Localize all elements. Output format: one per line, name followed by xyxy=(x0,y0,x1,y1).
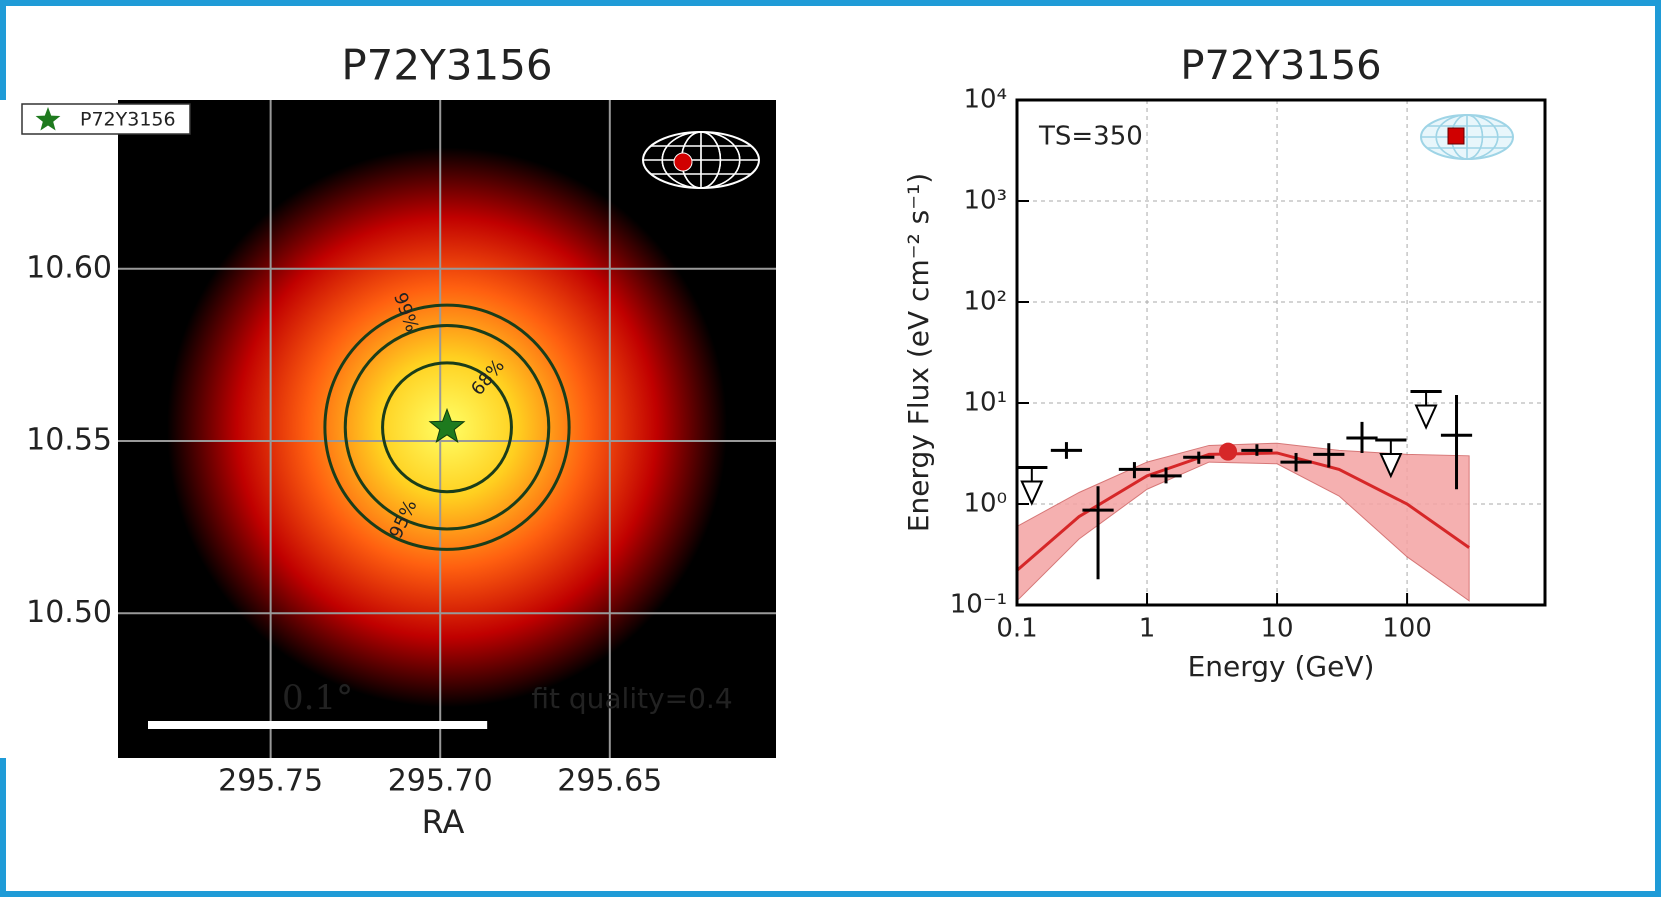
scale-bar-label: 0.1° xyxy=(282,678,353,718)
y-tick-label: 10¹ xyxy=(963,388,1007,418)
y-tick-label: 10³ xyxy=(963,186,1007,216)
globe-pos xyxy=(674,153,692,171)
legend-label: P72Y3156 xyxy=(80,109,176,131)
x-tick-label: 295.75 xyxy=(218,764,323,799)
y-tick-label: 10.60 xyxy=(26,250,112,285)
ts-annotation: TS=350 xyxy=(1038,122,1143,152)
x-axis-label: Energy (GeV) xyxy=(1188,650,1375,683)
x-tick-label: 10 xyxy=(1261,614,1294,644)
pivot-point xyxy=(1219,443,1237,461)
fit-quality: fit quality=0.4 xyxy=(531,682,732,715)
x-axis-label: RA xyxy=(422,803,465,841)
chart: P72Y3156 295.75 295.70 295.65 10.60 10.55 10.5… xyxy=(0,0,1661,897)
panel-title: P72Y3156 xyxy=(341,41,552,90)
page: {"chart_data": [ {"type": "skymap", "tit… xyxy=(0,0,1661,897)
y-axis-label: Energy Flux (eV cm⁻² s⁻¹) xyxy=(902,173,935,532)
x-tick-label: 1 xyxy=(1139,614,1156,644)
x-tick-label: 295.70 xyxy=(388,764,493,799)
y-tick-label: 10⁻¹ xyxy=(950,590,1007,620)
y-tick-label: 10² xyxy=(963,287,1007,317)
x-tick-label: 295.65 xyxy=(557,764,662,799)
y-tick-label: 10⁴ xyxy=(963,85,1007,115)
y-tick-label: 10.50 xyxy=(26,595,112,630)
mask-r xyxy=(776,100,816,758)
globe-pos xyxy=(1448,128,1464,144)
panel-title: P72Y3156 xyxy=(1180,43,1381,89)
x-tick-label: 100 xyxy=(1382,614,1432,644)
y-tick-label: 10.55 xyxy=(26,423,112,458)
y-tick-label: 10⁰ xyxy=(963,489,1007,519)
